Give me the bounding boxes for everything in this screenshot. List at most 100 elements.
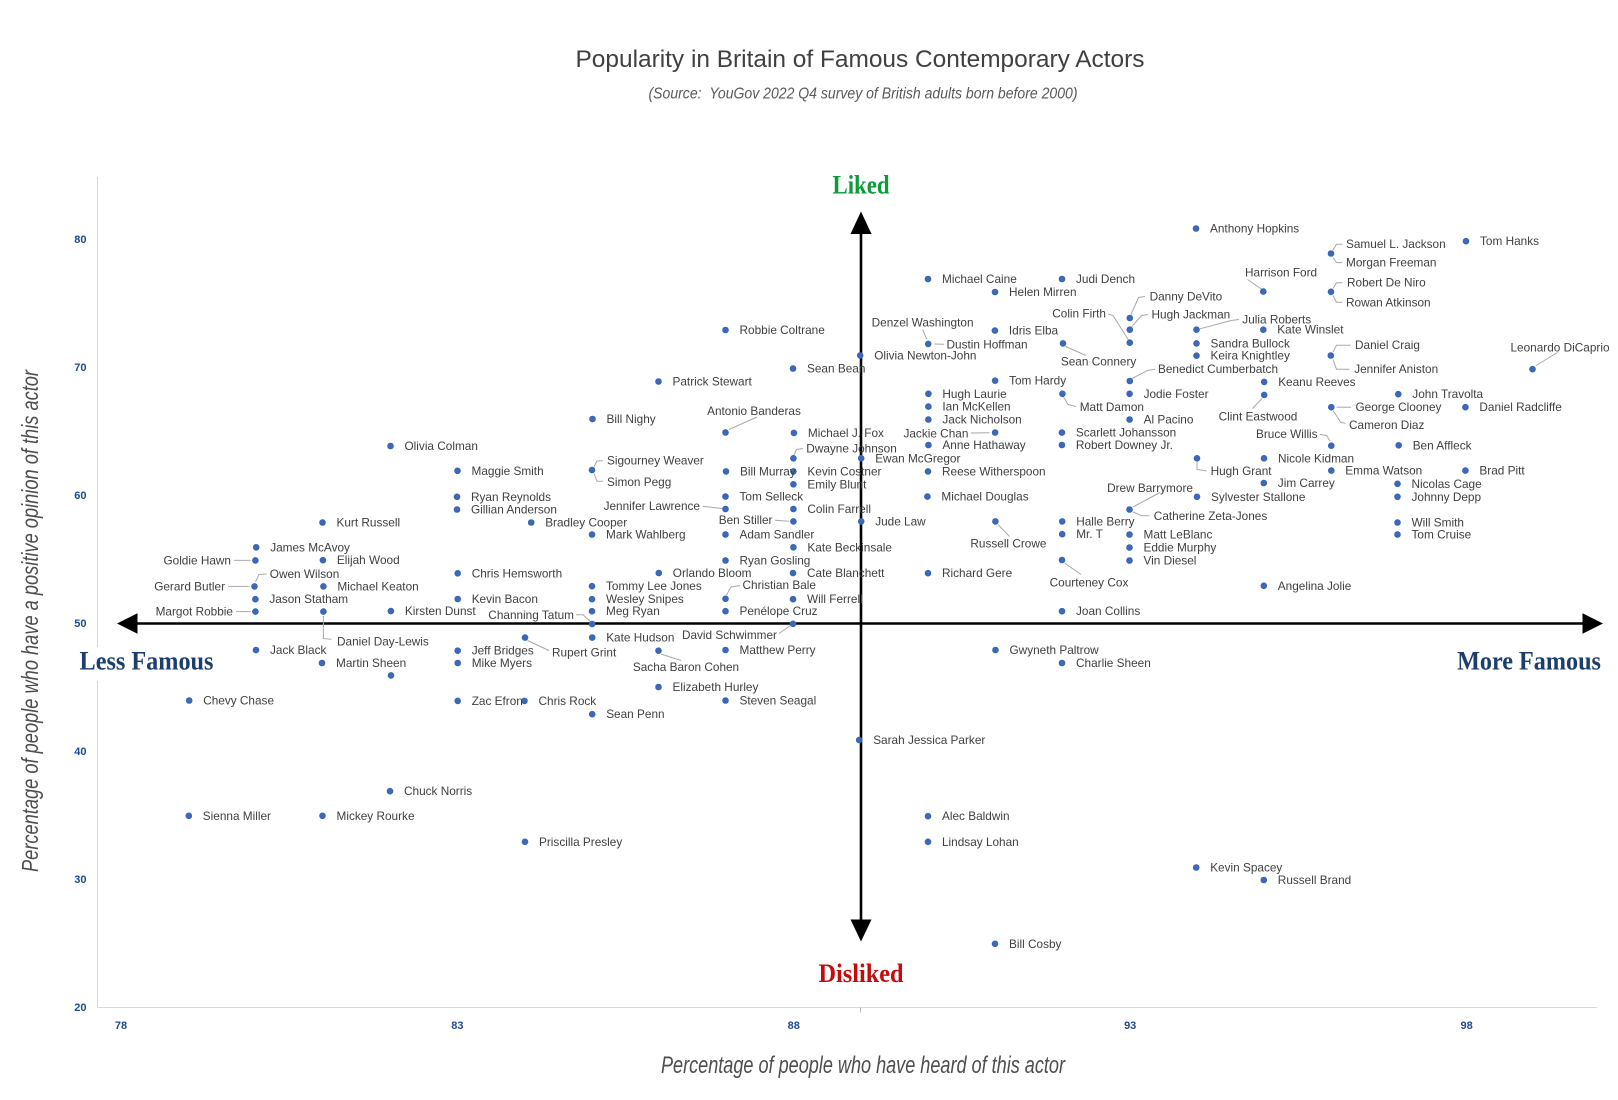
svg-text:More Famous: More Famous (1457, 648, 1601, 676)
svg-text:Antonio Banderas: Antonio Banderas (707, 404, 801, 418)
svg-text:Jackie Chan: Jackie Chan (903, 426, 968, 440)
svg-text:83: 83 (451, 1020, 463, 1032)
svg-text:Nicolas Cage: Nicolas Cage (1412, 477, 1483, 491)
svg-text:Sylvester Stallone: Sylvester Stallone (1211, 490, 1306, 504)
svg-text:Ian McKellen: Ian McKellen (942, 400, 1010, 414)
svg-text:Sigourney Weaver: Sigourney Weaver (607, 453, 704, 467)
svg-text:60: 60 (74, 490, 86, 502)
svg-text:Less Famous: Less Famous (80, 648, 214, 676)
svg-text:Steven Seagal: Steven Seagal (740, 694, 817, 708)
svg-text:Vin Diesel: Vin Diesel (1144, 554, 1197, 568)
svg-text:John Travolta: John Travolta (1412, 387, 1483, 401)
svg-text:Nicole Kidman: Nicole Kidman (1278, 451, 1354, 465)
svg-text:30: 30 (74, 874, 86, 886)
svg-text:Rowan Atkinson: Rowan Atkinson (1346, 295, 1431, 309)
svg-text:Cameron Diaz: Cameron Diaz (1349, 418, 1424, 432)
svg-text:80: 80 (74, 234, 86, 246)
svg-text:Will Ferrell: Will Ferrell (807, 592, 863, 606)
svg-text:Sacha Baron Cohen: Sacha Baron Cohen (633, 660, 739, 674)
svg-text:Liked: Liked (833, 171, 890, 200)
svg-text:Russell Crowe: Russell Crowe (970, 537, 1046, 551)
svg-text:Sean Penn: Sean Penn (606, 707, 664, 721)
svg-text:Percentage of people who have: Percentage of people who have a positive… (17, 369, 43, 872)
svg-text:98: 98 (1460, 1020, 1472, 1032)
svg-text:Colin Farrell: Colin Farrell (807, 502, 871, 516)
svg-text:Olivia Newton-John: Olivia Newton-John (874, 348, 976, 362)
svg-text:Michael Caine: Michael Caine (942, 272, 1017, 286)
svg-text:Ben Stiller: Ben Stiller (719, 513, 773, 527)
svg-text:Maggie Smith: Maggie Smith (472, 464, 544, 478)
svg-text:Zac Efron: Zac Efron (472, 694, 523, 708)
svg-text:Bill Nighy: Bill Nighy (607, 412, 656, 426)
svg-text:Chevy Chase: Chevy Chase (203, 694, 274, 708)
svg-text:Christian Bale: Christian Bale (743, 578, 817, 592)
svg-text:Daniel Craig: Daniel Craig (1355, 338, 1420, 352)
svg-text:Cate Blanchett: Cate Blanchett (807, 566, 885, 580)
svg-text:Meg Ryan: Meg Ryan (606, 604, 660, 618)
svg-text:Percentage of people who have: Percentage of people who have heard of t… (661, 1052, 1066, 1079)
svg-text:Catherine Zeta-Jones: Catherine Zeta-Jones (1154, 509, 1268, 523)
svg-text:Jude Law: Jude Law (875, 514, 926, 528)
svg-text:Simon Pegg: Simon Pegg (607, 475, 671, 489)
svg-text:Julia Roberts: Julia Roberts (1242, 312, 1311, 326)
svg-text:Elizabeth Hurley: Elizabeth Hurley (673, 680, 759, 694)
svg-text:Leonardo DiCaprio: Leonardo DiCaprio (1510, 341, 1609, 355)
svg-text:Goldie Hawn: Goldie Hawn (163, 553, 231, 567)
svg-text:Jim Carrey: Jim Carrey (1278, 476, 1335, 490)
svg-text:Sienna Miller: Sienna Miller (203, 809, 271, 823)
svg-text:Danny DeVito: Danny DeVito (1150, 289, 1223, 303)
svg-text:Tommy Lee Jones: Tommy Lee Jones (606, 579, 702, 593)
svg-text:Disliked: Disliked (819, 960, 904, 988)
svg-text:Orlando Bloom: Orlando Bloom (673, 566, 752, 580)
svg-text:Channing Tatum: Channing Tatum (488, 608, 574, 622)
svg-text:Bruce Willis: Bruce Willis (1256, 427, 1318, 441)
svg-text:78: 78 (115, 1020, 127, 1032)
svg-text:Hugh Laurie: Hugh Laurie (942, 387, 1007, 401)
svg-text:Drew Barrymore: Drew Barrymore (1107, 481, 1193, 495)
svg-text:Russell Brand: Russell Brand (1278, 873, 1351, 887)
svg-text:David Schwimmer: David Schwimmer (682, 628, 777, 642)
svg-text:40: 40 (74, 746, 86, 758)
svg-text:Jennifer Aniston: Jennifer Aniston (1354, 362, 1438, 376)
svg-text:Richard Gere: Richard Gere (942, 566, 1013, 580)
svg-text:Denzel Washington: Denzel Washington (872, 315, 974, 329)
svg-text:Angelina Jolie: Angelina Jolie (1278, 579, 1352, 593)
svg-text:50: 50 (74, 618, 86, 630)
svg-text:Matthew Perry: Matthew Perry (740, 643, 816, 657)
svg-text:Kirsten Dunst: Kirsten Dunst (405, 604, 477, 618)
svg-text:Wesley Snipes: Wesley Snipes (606, 592, 684, 606)
svg-text:Tom Hanks: Tom Hanks (1480, 234, 1539, 248)
svg-text:Tom Cruise: Tom Cruise (1412, 528, 1472, 542)
svg-text:George Clooney: George Clooney (1356, 400, 1442, 414)
svg-text:Tom Hardy: Tom Hardy (1009, 374, 1066, 388)
svg-text:Eddie Murphy: Eddie Murphy (1144, 541, 1217, 555)
svg-text:Idris Elba: Idris Elba (1009, 324, 1059, 338)
svg-text:Mike Myers: Mike Myers (472, 656, 532, 670)
svg-text:Sandra Bullock: Sandra Bullock (1211, 336, 1290, 350)
svg-text:20: 20 (74, 1002, 86, 1014)
svg-text:Daniel Day-Lewis: Daniel Day-Lewis (337, 634, 429, 648)
svg-text:Helen Mirren: Helen Mirren (1009, 285, 1077, 299)
svg-text:Keanu Reeves: Keanu Reeves (1278, 375, 1355, 389)
svg-text:Kurt Russell: Kurt Russell (337, 516, 401, 530)
svg-text:Mickey Rourke: Mickey Rourke (337, 809, 415, 823)
svg-text:Lindsay Lohan: Lindsay Lohan (942, 835, 1019, 849)
svg-text:Bill Murray: Bill Murray (740, 464, 796, 478)
svg-text:Kevin Spacey: Kevin Spacey (1210, 861, 1282, 875)
svg-text:93: 93 (1124, 1020, 1136, 1032)
svg-text:Morgan Freeman: Morgan Freeman (1346, 256, 1436, 270)
svg-text:Alec Baldwin: Alec Baldwin (942, 809, 1010, 823)
svg-text:Rupert Grint: Rupert Grint (552, 645, 617, 659)
svg-text:Mr. T: Mr. T (1076, 527, 1103, 541)
svg-text:Jason Statham: Jason Statham (269, 592, 348, 606)
svg-text:Olivia Colman: Olivia Colman (405, 439, 478, 453)
svg-text:70: 70 (74, 362, 86, 374)
svg-text:Ben Affleck: Ben Affleck (1413, 438, 1472, 452)
svg-text:Benedict Cumberbatch: Benedict Cumberbatch (1158, 362, 1278, 376)
svg-text:Gillian Anderson: Gillian Anderson (471, 503, 557, 517)
svg-text:Robert De Niro: Robert De Niro (1347, 275, 1426, 289)
svg-text:Tom Selleck: Tom Selleck (740, 490, 804, 504)
svg-text:Samuel L. Jackson: Samuel L. Jackson (1346, 237, 1446, 251)
svg-text:Kevin Costner: Kevin Costner (807, 464, 881, 478)
svg-text:Mark Wahlberg: Mark Wahlberg (606, 528, 686, 542)
